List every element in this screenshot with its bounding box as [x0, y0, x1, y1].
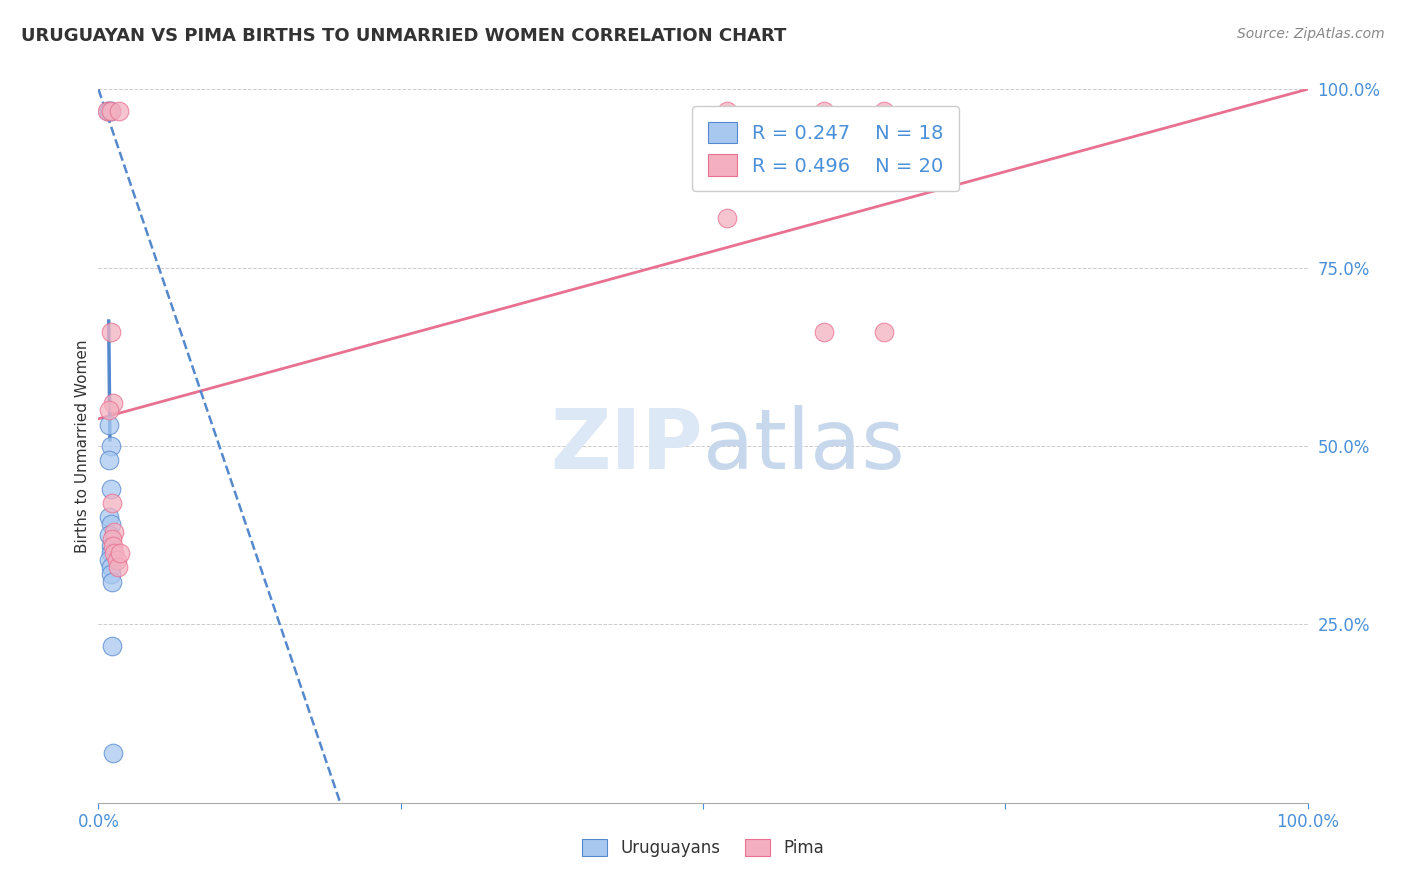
Point: [100, 532, 122, 546]
Point: [100, 567, 122, 582]
Point: [98, 453, 121, 467]
Point: [100, 639, 122, 653]
Point: [108, 546, 131, 560]
Y-axis label: Births to Unmarried Women: Births to Unmarried Women: [75, 339, 90, 553]
Point: [100, 574, 122, 589]
Point: [98, 553, 121, 567]
Point: [873, 325, 896, 339]
Point: [108, 103, 131, 118]
Point: [98, 528, 121, 542]
Point: [97, 103, 120, 118]
Point: [100, 560, 122, 574]
Legend: Uruguayans, Pima: Uruguayans, Pima: [574, 831, 832, 866]
Point: [873, 103, 896, 118]
Point: [813, 103, 835, 118]
Point: [103, 546, 125, 560]
Point: [101, 396, 124, 410]
Point: [107, 560, 129, 574]
Point: [98, 103, 121, 118]
Point: [103, 524, 125, 539]
Point: [100, 103, 122, 118]
Point: [716, 103, 738, 118]
Point: [98, 403, 121, 417]
Point: [100, 103, 122, 118]
Point: [100, 325, 122, 339]
Point: [100, 517, 122, 532]
Text: atlas: atlas: [703, 406, 904, 486]
Text: Source: ZipAtlas.com: Source: ZipAtlas.com: [1237, 27, 1385, 41]
Point: [100, 496, 122, 510]
Text: ZIP: ZIP: [551, 406, 703, 486]
Point: [100, 482, 122, 496]
Point: [98, 510, 121, 524]
Point: [813, 325, 835, 339]
Point: [98, 417, 121, 432]
Point: [100, 439, 122, 453]
Point: [716, 211, 738, 225]
Point: [101, 746, 124, 760]
Point: [105, 553, 128, 567]
Point: [100, 546, 122, 560]
Text: URUGUAYAN VS PIMA BIRTHS TO UNMARRIED WOMEN CORRELATION CHART: URUGUAYAN VS PIMA BIRTHS TO UNMARRIED WO…: [21, 27, 786, 45]
Point: [101, 539, 124, 553]
Point: [96, 103, 118, 118]
Point: [100, 539, 122, 553]
